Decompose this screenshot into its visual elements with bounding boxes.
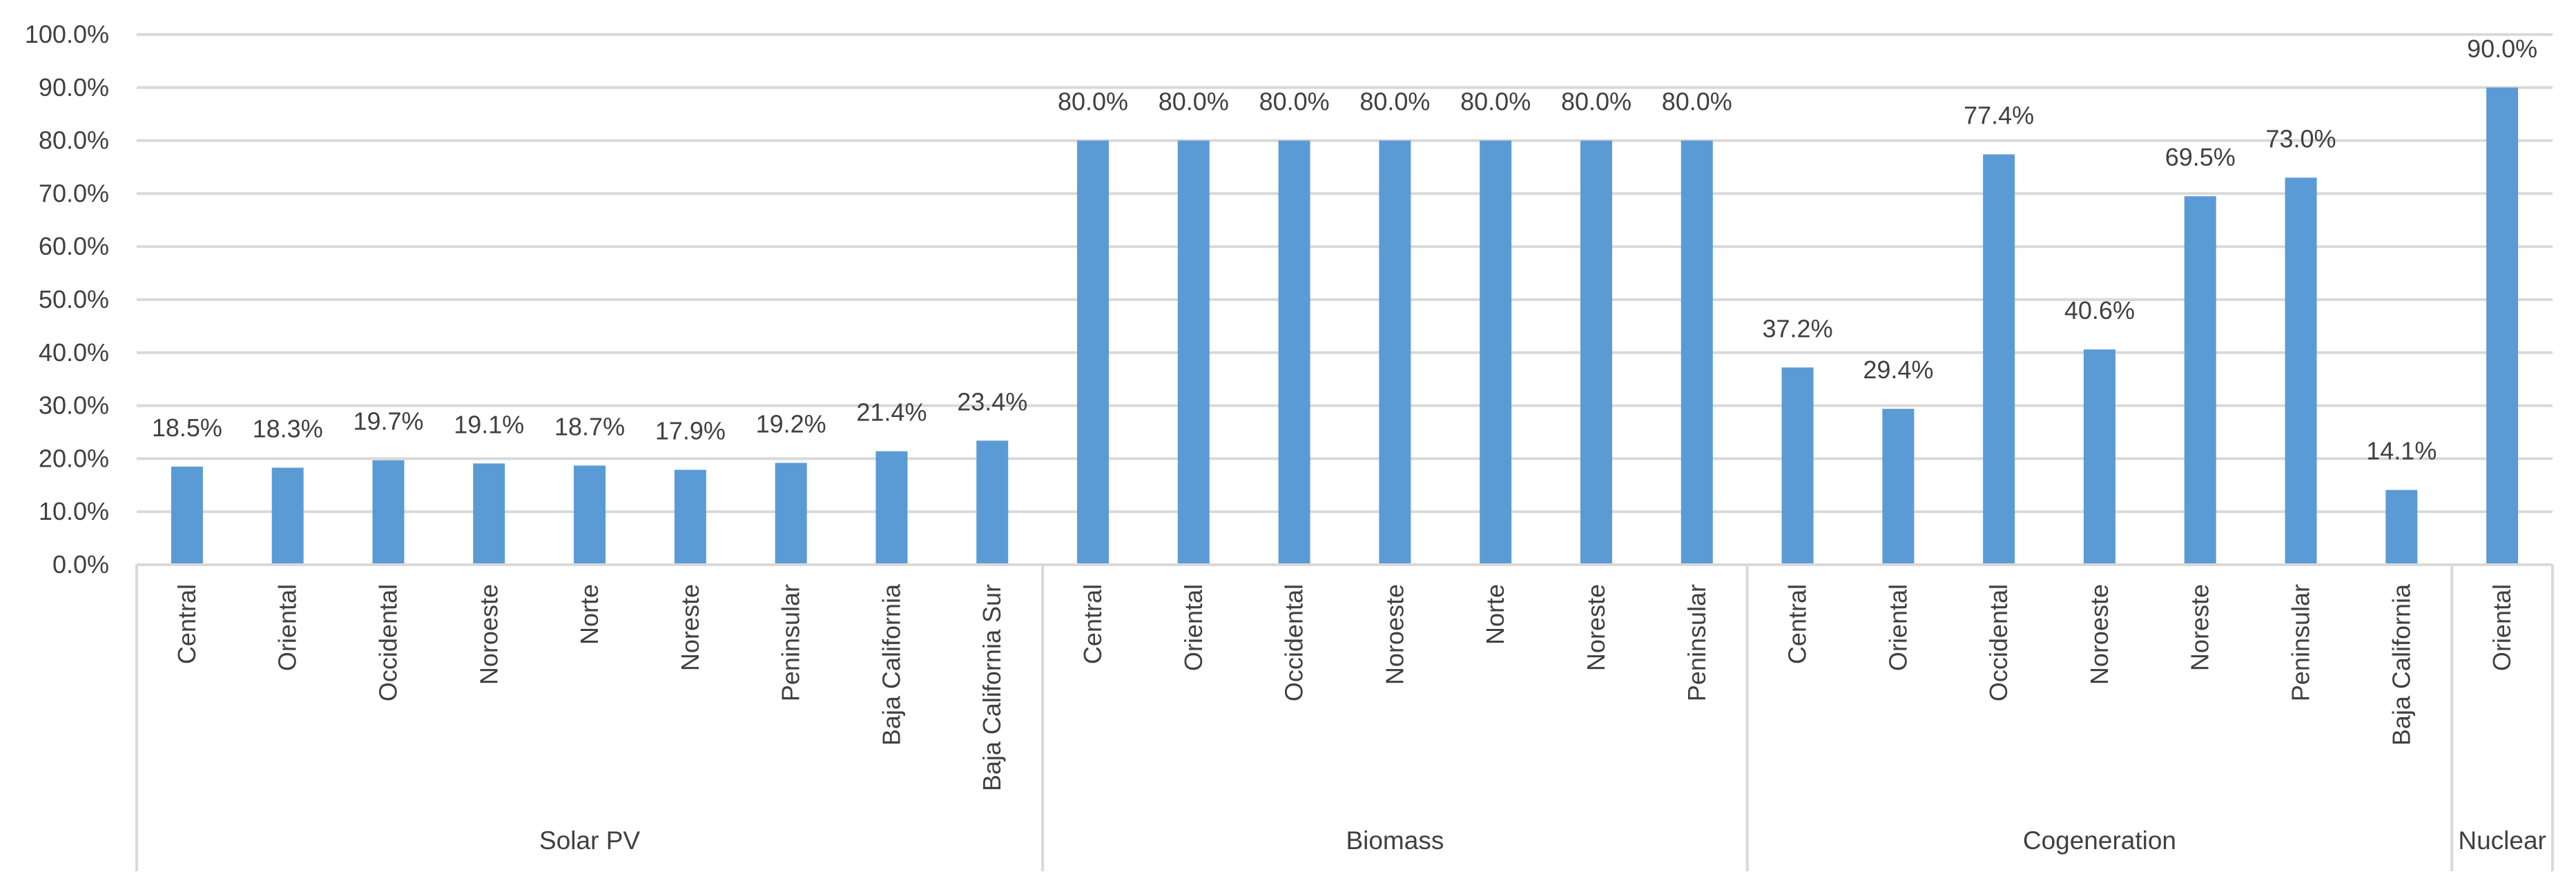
bar: [1781, 367, 1814, 565]
category-label: Baja California: [2387, 583, 2415, 746]
bar: [574, 465, 606, 565]
category-label: Occidental: [1280, 584, 1308, 701]
bar: [1580, 140, 1612, 565]
y-tick-label: 70.0%: [39, 179, 109, 207]
y-tick-label: 60.0%: [39, 232, 109, 260]
data-label: 14.1%: [2366, 437, 2437, 465]
data-label: 19.1%: [454, 410, 524, 438]
bar: [976, 440, 1009, 565]
bar: [674, 469, 706, 565]
data-label: 18.7%: [554, 412, 625, 440]
data-label: 80.0%: [1159, 88, 1229, 116]
data-label: 40.6%: [2064, 296, 2135, 324]
data-label: 17.9%: [655, 417, 726, 445]
y-tick-label: 100.0%: [25, 20, 109, 48]
category-label: Noroeste: [1380, 584, 1408, 685]
data-label: 80.0%: [1259, 88, 1330, 116]
group-label: Nuclear: [2458, 826, 2546, 855]
data-label: 80.0%: [1662, 88, 1732, 116]
group-label: Biomass: [1346, 826, 1444, 855]
x-axis: Central Oriental Occidental Noroeste Norte No…: [135, 563, 2554, 871]
data-label: 80.0%: [1460, 88, 1531, 116]
bar: [875, 451, 908, 565]
category-label: Oriental: [1179, 584, 1208, 671]
data-label: 29.4%: [1863, 356, 1933, 384]
group-label: Cogeneration: [2023, 826, 2176, 855]
y-axis-ticks: 0.0% 10.0% 20.0% 30.0% 40.0% 50.0% 60.0% 70.0% 8…: [25, 20, 109, 579]
category-label: Occidental: [1984, 584, 2013, 701]
bar: [1882, 409, 1915, 565]
y-tick-label: 90.0%: [39, 73, 109, 101]
bar: [2385, 489, 2418, 565]
category-label: Noroeste: [2085, 584, 2113, 685]
bar: [1177, 140, 1210, 565]
bar: [473, 463, 505, 565]
data-label: 18.5%: [152, 414, 222, 442]
category-label: Noroeste: [474, 584, 503, 685]
bar: [2184, 196, 2216, 565]
y-tick-label: 40.0%: [39, 338, 109, 367]
y-tick-label: 80.0%: [39, 126, 109, 155]
category-label: Peninsular: [2287, 584, 2315, 701]
data-label: 77.4%: [1964, 101, 2034, 130]
data-label: 73.0%: [2265, 124, 2336, 153]
data-label: 80.0%: [1058, 88, 1128, 116]
category-label: Central: [1078, 584, 1107, 664]
category-label: Baja California: [877, 583, 905, 746]
category-label: Occidental: [374, 584, 402, 701]
bar: [775, 463, 807, 565]
category-label: Norte: [1481, 584, 1509, 645]
category-label: Norte: [575, 584, 603, 645]
category-label: Oriental: [2488, 584, 2516, 671]
data-label: 90.0%: [2467, 35, 2537, 63]
gridlines: [137, 33, 2553, 566]
bar: [1278, 140, 1310, 565]
bar: [372, 460, 405, 565]
category-label: Noreste: [2186, 584, 2214, 671]
bar: [271, 467, 304, 565]
bar: [1480, 140, 1512, 565]
category-label: Noreste: [1582, 584, 1610, 671]
bar: [1077, 140, 1110, 565]
data-label: 80.0%: [1561, 88, 1631, 116]
data-label: 69.5%: [2165, 143, 2236, 171]
category-label: Peninsular: [777, 584, 805, 701]
category-label: Oriental: [273, 584, 302, 671]
y-tick-label: 0.0%: [52, 550, 109, 579]
bar: [171, 466, 203, 565]
category-label: Peninsular: [1683, 584, 1711, 701]
data-labels: 18.5% 18.3% 19.7% 19.1% 18.7% 17.9% 19.2% 21.4%…: [152, 35, 2537, 465]
y-tick-label: 50.0%: [39, 285, 109, 313]
category-label: Central: [1783, 584, 1812, 664]
data-label: 37.2%: [1763, 314, 1833, 342]
bar: [2083, 349, 2115, 565]
y-tick-label: 30.0%: [39, 391, 109, 420]
data-label: 80.0%: [1359, 88, 1430, 116]
bar: [2285, 177, 2317, 565]
bar: [1983, 154, 2015, 565]
y-tick-label: 10.0%: [39, 497, 109, 525]
category-label: Noreste: [676, 584, 704, 671]
bar: [1379, 140, 1411, 565]
data-label: 21.4%: [856, 398, 927, 427]
group-label: Solar PV: [539, 826, 640, 855]
category-label: Central: [173, 584, 201, 664]
bars: [171, 87, 2519, 565]
bar: [2486, 87, 2519, 565]
data-label: 18.3%: [253, 414, 323, 443]
bar: [1681, 140, 1713, 565]
data-label: 19.2%: [756, 410, 826, 438]
category-label: Baja California Sur: [978, 584, 1006, 791]
data-label: 23.4%: [957, 387, 1027, 416]
category-label: Oriental: [1883, 584, 1912, 671]
data-label: 19.7%: [353, 407, 423, 436]
y-tick-label: 20.0%: [39, 444, 109, 472]
